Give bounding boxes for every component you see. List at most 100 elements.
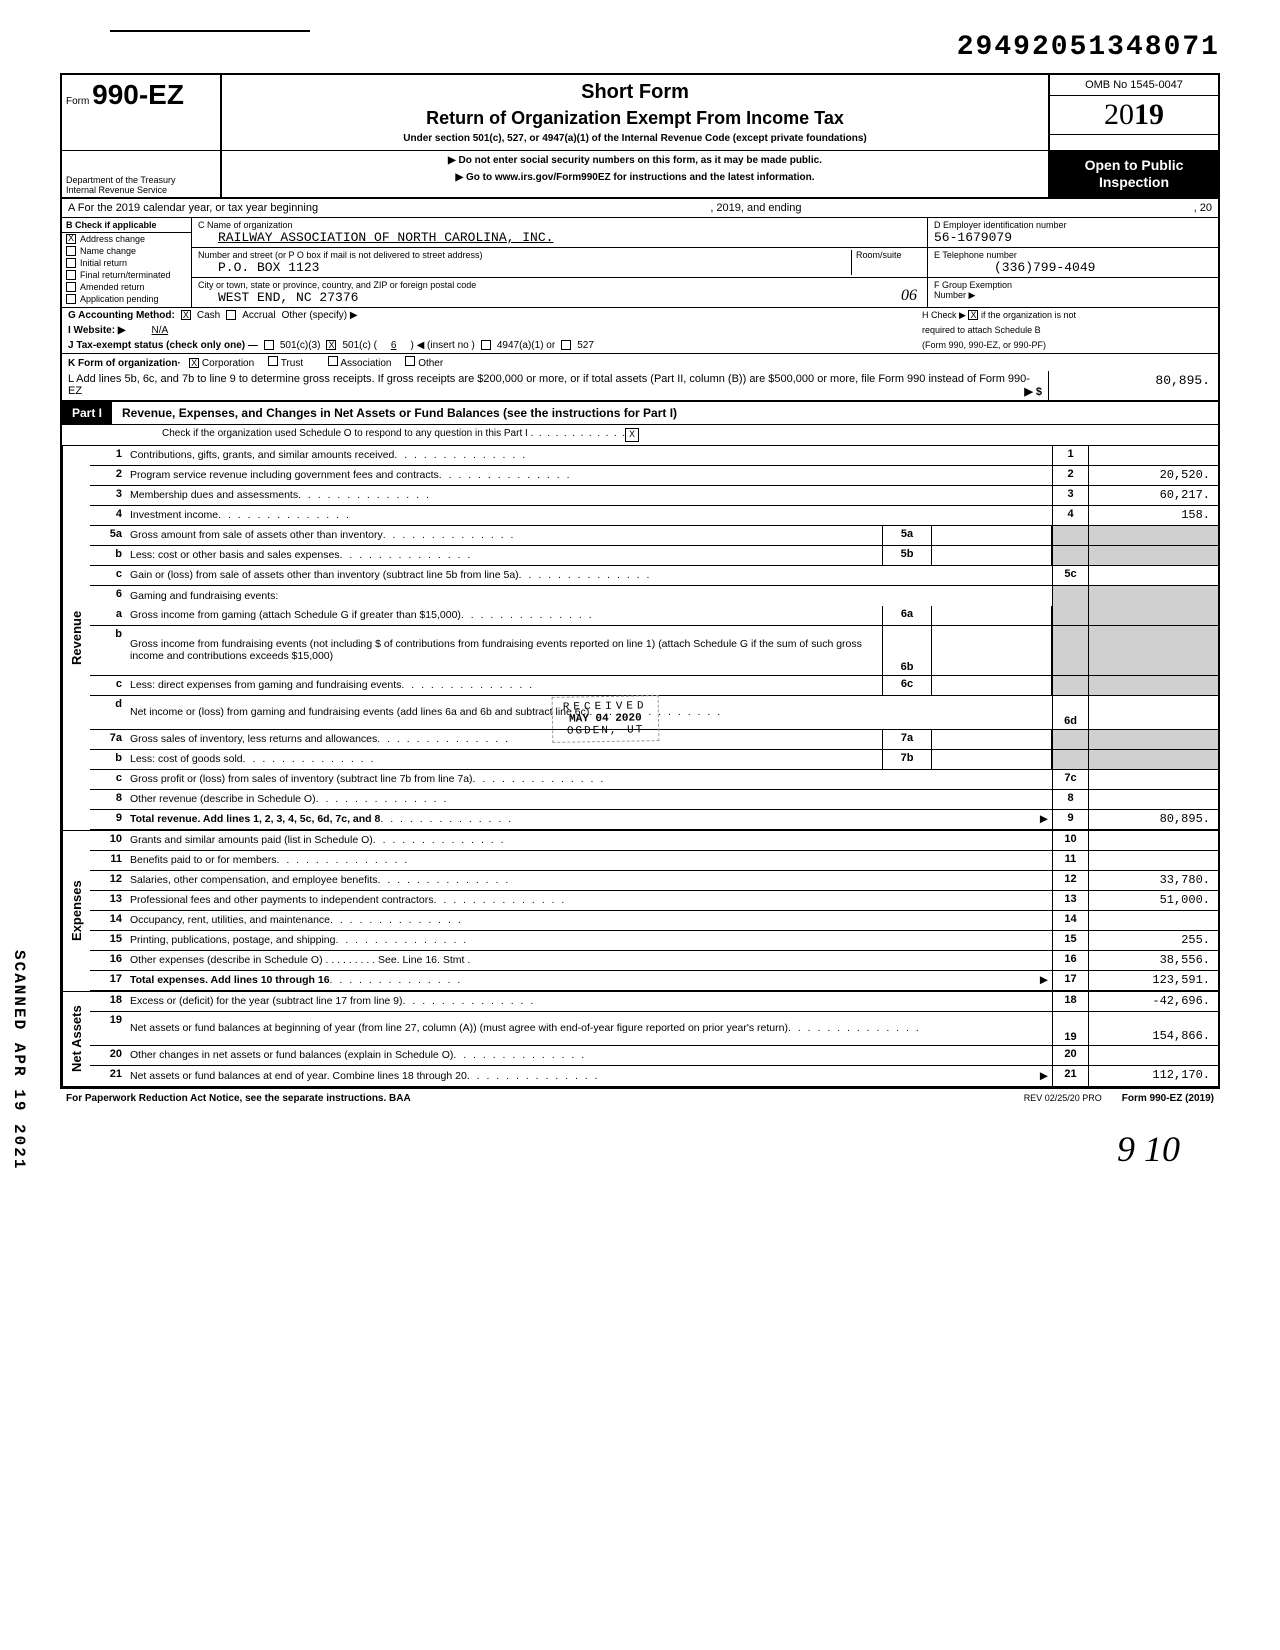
chk-501c[interactable]: X [326,340,336,350]
line-14-desc: Occupancy, rent, utilities, and maintena… [130,914,330,926]
footer-left: For Paperwork Reduction Act Notice, see … [66,1093,1024,1104]
header-title-area: Short Form Return of Organization Exempt… [222,75,1048,150]
document-number: 29492051348071 [60,32,1220,63]
form-id-box: Form 990-EZ [62,75,222,150]
line-16-desc: Other expenses (describe in Schedule O) … [130,954,470,966]
header-right-box: OMB No 1545-0047 2019 [1048,75,1218,150]
box-b-header: B Check if applicable [62,218,191,233]
chk-schedule-o[interactable]: X [625,428,639,442]
line-a: A For the 2019 calendar year, or tax yea… [60,197,1220,218]
received-stamp: RECEIVED MAY 04 2020 OGDEN, UT [552,695,660,743]
line-12-desc: Salaries, other compensation, and employ… [130,874,377,886]
line-8-desc: Other revenue (describe in Schedule O) [130,793,316,805]
line-3-desc: Membership dues and assessments [130,489,298,501]
subheader-row: Department of the Treasury Internal Reve… [60,150,1220,197]
org-name-label: C Name of organization [198,220,921,230]
street-cell: Number and street (or P O box if mail is… [192,248,928,277]
chk-corp[interactable]: X [189,358,199,368]
line-8-amt [1088,790,1218,809]
line-14-amt [1088,911,1218,930]
chk-address-change[interactable]: XAddress change [62,233,191,245]
website-value: N/A [132,325,189,336]
chk-name-change[interactable]: Name change [62,245,191,257]
line-2-desc: Program service revenue including govern… [130,469,439,481]
short-form-label: Short Form [232,81,1038,104]
chk-4947[interactable] [481,340,491,350]
line-10-amt [1088,831,1218,850]
phone-cell: E Telephone number (336)799-4049 [928,248,1218,277]
line-i: I Website: ▶ N/A required to attach Sche… [60,323,1220,338]
line-5c-desc: Gain or (loss) from sale of assets other… [130,569,519,581]
line-16-amt: 38,556. [1088,951,1218,970]
street-label: Number and street (or P O box if mail is… [198,250,851,260]
ein-value: 56-1679079 [934,230,1212,245]
chk-other-org[interactable] [405,356,415,366]
line-15-desc: Printing, publications, postage, and shi… [130,934,335,946]
line-h: H Check ▶ X if the organization is not [922,310,1212,321]
chk-pending[interactable]: Application pending [62,293,191,305]
chk-501c3[interactable] [264,340,274,350]
box-b: B Check if applicable XAddress change Na… [62,218,192,307]
chk-initial-return[interactable]: Initial return [62,257,191,269]
form-header: Form 990-EZ Short Form Return of Organiz… [60,73,1220,150]
phone-label: E Telephone number [934,250,1212,260]
line-h-text3: required to attach Schedule B [922,325,1212,335]
page-footer: For Paperwork Reduction Act Notice, see … [60,1088,1220,1108]
line-l-text: L Add lines 5b, 6c, and 7b to line 9 to … [68,373,1030,397]
line-j: J Tax-exempt status (check only one) — 5… [60,338,1220,354]
subtitle: Under section 501(c), 527, or 4947(a)(1)… [232,133,1038,144]
group-exemption-label: F Group Exemption [934,280,1212,290]
tax-year: 2019 [1050,96,1218,135]
chk-amended[interactable]: Amended return [62,281,191,293]
line-7b-desc: Less: cost of goods sold [130,753,243,765]
inspection: Inspection [1052,174,1216,191]
line-i-label: I Website: ▶ [68,325,126,336]
line-19-desc: Net assets or fund balances at beginning… [130,1022,788,1034]
note-url: Go to www.irs.gov/Form990EZ for instruct… [226,172,1044,183]
chk-trust[interactable] [268,356,278,366]
omb-number: OMB No 1545-0047 [1050,75,1218,96]
net-assets-label: Net Assets [62,992,90,1086]
check-schedule-o: Check if the organization used Schedule … [60,425,1220,446]
line-18-desc: Excess or (deficit) for the year (subtra… [130,995,403,1007]
note-ssn: Do not enter social security numbers on … [226,155,1044,166]
line-4-amt: 158. [1088,506,1218,525]
expenses-label: Expenses [62,831,90,991]
line-7c-desc: Gross profit or (loss) from sales of inv… [130,773,473,785]
line-k-label: K Form of organization· [68,358,181,369]
part-1-tab: Part I [62,402,112,424]
line-17-desc: Total expenses. Add lines 10 through 16 [130,974,330,986]
other-specify: Other (specify) ▶ [282,310,358,321]
line-20-amt [1088,1046,1218,1065]
line-g-label: G Accounting Method: [68,310,175,321]
line-19-amt: 154,866. [1088,1012,1218,1045]
header-notes: Do not enter social security numbers on … [222,151,1048,197]
line-5b-desc: Less: cost or other basis and sales expe… [130,549,340,561]
dept-treasury: Department of the Treasury Internal Reve… [62,151,222,197]
line-15-amt: 255. [1088,931,1218,950]
chk-h[interactable]: X [968,310,978,320]
chk-cash[interactable]: X [181,310,191,320]
chk-527[interactable] [561,340,571,350]
part-1-title: Revenue, Expenses, and Changes in Net As… [112,406,1218,420]
main-grid: Revenue 1Contributions, gifts, grants, a… [60,446,1220,1088]
city-cell: City or town, state or province, country… [192,278,928,307]
form-prefix: Form [66,96,89,107]
line-6d-desc: Net income or (loss) from gaming and fun… [130,706,589,718]
line-g-h: G Accounting Method: XCash Accrual Other… [60,307,1220,323]
line-h-text4: (Form 990, 990-EZ, or 990-PF) [922,340,1212,350]
line-a-mid: , 2019, and ending [710,202,801,214]
line-13-amt: 51,000. [1088,891,1218,910]
city-label: City or town, state or province, country… [198,280,921,290]
chk-accrual[interactable] [226,310,236,320]
line-21-desc: Net assets or fund balances at end of ye… [130,1070,467,1082]
chk-assoc[interactable] [328,356,338,366]
line-18-amt: -42,696. [1088,992,1218,1011]
chk-final-return[interactable]: Final return/terminated [62,269,191,281]
org-name-cell: C Name of organization RAILWAY ASSOCIATI… [192,218,928,247]
line-6d-amt [1088,696,1218,729]
phone-value: (336)799-4049 [934,260,1212,275]
line-a-label: A For the 2019 calendar year, or tax yea… [68,202,318,214]
line-6a-desc: Gross income from gaming (attach Schedul… [130,609,461,621]
line-4-desc: Investment income [130,509,218,521]
